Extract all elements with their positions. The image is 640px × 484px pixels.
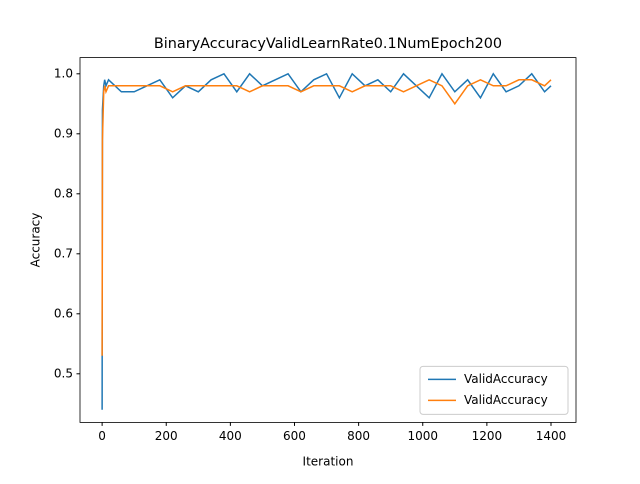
x-tick-label: 600 bbox=[283, 429, 306, 443]
x-axis-label: Iteration bbox=[303, 455, 354, 469]
series-line bbox=[101, 72, 552, 410]
y-tick-label: 1.0 bbox=[54, 66, 73, 80]
legend-box bbox=[419, 365, 569, 415]
x-tick-label: 0 bbox=[98, 429, 106, 443]
x-tick-label: 200 bbox=[155, 429, 178, 443]
x-tick-label: 800 bbox=[347, 429, 370, 443]
y-axis-label: Accuracy bbox=[29, 213, 43, 268]
axes-frame bbox=[79, 57, 577, 423]
legend-label: ValidAccuracy bbox=[464, 393, 548, 407]
y-tick-label: 0.7 bbox=[54, 246, 73, 260]
x-tick-label: 1200 bbox=[472, 429, 503, 443]
series-line bbox=[101, 78, 552, 356]
y-tick-label: 0.8 bbox=[54, 186, 73, 200]
x-tick-label: 1400 bbox=[536, 429, 567, 443]
y-tick-label: 0.6 bbox=[54, 306, 73, 320]
x-tick-label: 400 bbox=[219, 429, 242, 443]
y-tick-label: 0.9 bbox=[54, 126, 73, 140]
legend-label: ValidAccuracy bbox=[464, 372, 548, 386]
x-tick-label: 1000 bbox=[407, 429, 438, 443]
y-tick-label: 0.5 bbox=[54, 366, 73, 380]
chart-title: BinaryAccuracyValidLearnRate0.1NumEpoch2… bbox=[154, 36, 502, 52]
